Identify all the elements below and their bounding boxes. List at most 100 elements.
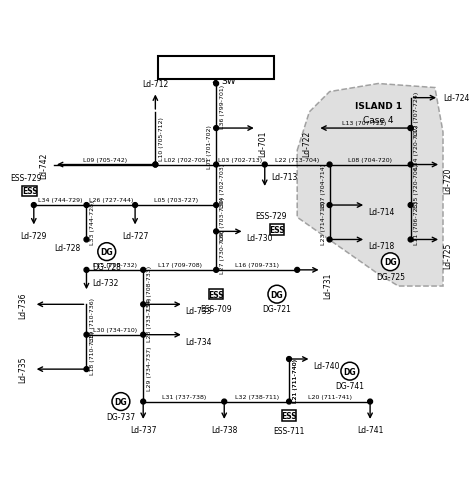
Text: L12 (707-724): L12 (707-724) (414, 91, 419, 136)
Text: L18 (710-735): L18 (710-735) (90, 330, 95, 374)
Text: ISLAND 1: ISLAND 1 (355, 102, 402, 111)
Text: L34 (744-729): L34 (744-729) (38, 198, 82, 203)
Text: Case 4: Case 4 (363, 116, 393, 125)
Text: L27 (730-709): L27 (730-709) (220, 229, 225, 273)
Text: ESS-709: ESS-709 (201, 304, 232, 314)
Text: DG: DG (344, 367, 356, 376)
Text: DG: DG (271, 290, 283, 299)
Circle shape (327, 238, 332, 242)
Text: ESS-711: ESS-711 (273, 426, 305, 435)
FancyBboxPatch shape (282, 410, 296, 421)
Text: L11 (706-725): L11 (706-725) (414, 201, 419, 244)
Text: L30 (734-710): L30 (734-710) (93, 327, 137, 332)
Text: L02 (702-705): L02 (702-705) (164, 157, 208, 162)
Circle shape (84, 268, 89, 272)
Text: DG-741: DG-741 (335, 381, 365, 391)
Circle shape (133, 203, 137, 208)
Text: Ld-734: Ld-734 (186, 337, 212, 346)
Circle shape (341, 363, 359, 380)
Circle shape (382, 253, 399, 271)
Circle shape (287, 399, 292, 404)
Circle shape (327, 163, 332, 167)
Text: L10 (705-712): L10 (705-712) (159, 117, 164, 161)
Text: Ld-730: Ld-730 (246, 234, 273, 243)
Text: L15 (708-732): L15 (708-732) (93, 262, 137, 268)
Text: Ld-731: Ld-731 (324, 272, 332, 299)
Circle shape (84, 333, 89, 337)
Text: ESS-729: ESS-729 (10, 173, 41, 182)
Circle shape (141, 333, 146, 337)
Text: L26 (727-744): L26 (727-744) (89, 198, 133, 203)
Circle shape (98, 243, 116, 261)
Circle shape (153, 163, 158, 167)
Text: L17 (709-708): L17 (709-708) (158, 262, 201, 268)
Text: Ld-729: Ld-729 (20, 232, 47, 241)
Circle shape (84, 203, 89, 208)
Text: L32 (738-711): L32 (738-711) (235, 394, 279, 399)
Circle shape (214, 163, 219, 167)
Circle shape (112, 393, 130, 410)
Text: Ld-712: Ld-712 (142, 79, 168, 89)
FancyBboxPatch shape (22, 186, 37, 197)
Circle shape (153, 163, 158, 167)
Circle shape (295, 268, 300, 272)
Text: L20 (711-741): L20 (711-741) (308, 394, 352, 399)
Text: Ld-722: Ld-722 (302, 131, 311, 157)
Circle shape (368, 399, 373, 404)
Text: Ld-714: Ld-714 (368, 208, 394, 217)
FancyBboxPatch shape (158, 57, 274, 80)
Circle shape (214, 126, 219, 131)
Text: Ld-737: Ld-737 (130, 425, 156, 434)
Text: L09 (705-742): L09 (705-742) (82, 157, 127, 162)
Text: L14 (708-733): L14 (708-733) (147, 265, 152, 309)
Circle shape (262, 163, 267, 167)
Text: L08 (704-720): L08 (704-720) (348, 157, 392, 162)
Text: L23 (714-718): L23 (714-718) (321, 200, 326, 244)
Circle shape (84, 238, 89, 242)
Text: Main Grid: Main Grid (182, 61, 250, 75)
Text: Ld-732: Ld-732 (92, 278, 119, 287)
Text: DG-728: DG-728 (92, 262, 121, 271)
Text: ESS: ESS (281, 411, 297, 421)
Text: ESS: ESS (208, 290, 224, 299)
Text: DG: DG (100, 248, 113, 257)
Circle shape (327, 203, 332, 208)
Circle shape (287, 357, 292, 362)
Text: Ld-701: Ld-701 (259, 131, 268, 157)
Text: Ld-735: Ld-735 (19, 356, 27, 382)
Circle shape (141, 268, 146, 272)
FancyBboxPatch shape (209, 289, 223, 300)
Text: DG-725: DG-725 (376, 272, 405, 281)
Text: Ld-728: Ld-728 (54, 243, 81, 253)
Text: L36 (799-701): L36 (799-701) (220, 85, 225, 129)
Text: L22 (713-704): L22 (713-704) (275, 157, 319, 162)
Text: Ld-718: Ld-718 (368, 242, 394, 251)
Circle shape (31, 203, 36, 208)
Circle shape (214, 82, 219, 87)
Text: L34 (720-707): L34 (720-707) (414, 125, 419, 169)
Text: ESS: ESS (22, 187, 37, 196)
Circle shape (141, 302, 146, 307)
Circle shape (408, 163, 413, 167)
Text: L16 (709-731): L16 (709-731) (235, 262, 279, 268)
Text: Ld-740: Ld-740 (313, 361, 340, 370)
Text: ESS: ESS (269, 226, 285, 234)
Text: Ld-725: Ld-725 (443, 242, 452, 268)
Text: DG-737: DG-737 (106, 412, 136, 421)
Circle shape (84, 367, 89, 372)
Text: L29 (734-737): L29 (734-737) (147, 346, 152, 391)
Text: L19 (710-736): L19 (710-736) (90, 298, 95, 342)
Text: L28 (733-734): L28 (733-734) (147, 298, 152, 342)
Circle shape (408, 126, 413, 131)
Text: L07 (704-714): L07 (704-714) (321, 164, 326, 208)
Text: L33 (744-728): L33 (744-728) (90, 200, 95, 245)
Text: SW: SW (221, 77, 236, 86)
Text: DG: DG (115, 397, 127, 406)
Text: L05 (703-727): L05 (703-727) (154, 198, 198, 203)
Text: L21 (711-740): L21 (711-740) (293, 358, 298, 402)
Circle shape (214, 229, 219, 234)
Circle shape (214, 268, 219, 272)
Text: L13 (707-722): L13 (707-722) (342, 121, 386, 126)
Text: DG-721: DG-721 (263, 304, 292, 314)
Text: Ld-720: Ld-720 (443, 167, 452, 194)
